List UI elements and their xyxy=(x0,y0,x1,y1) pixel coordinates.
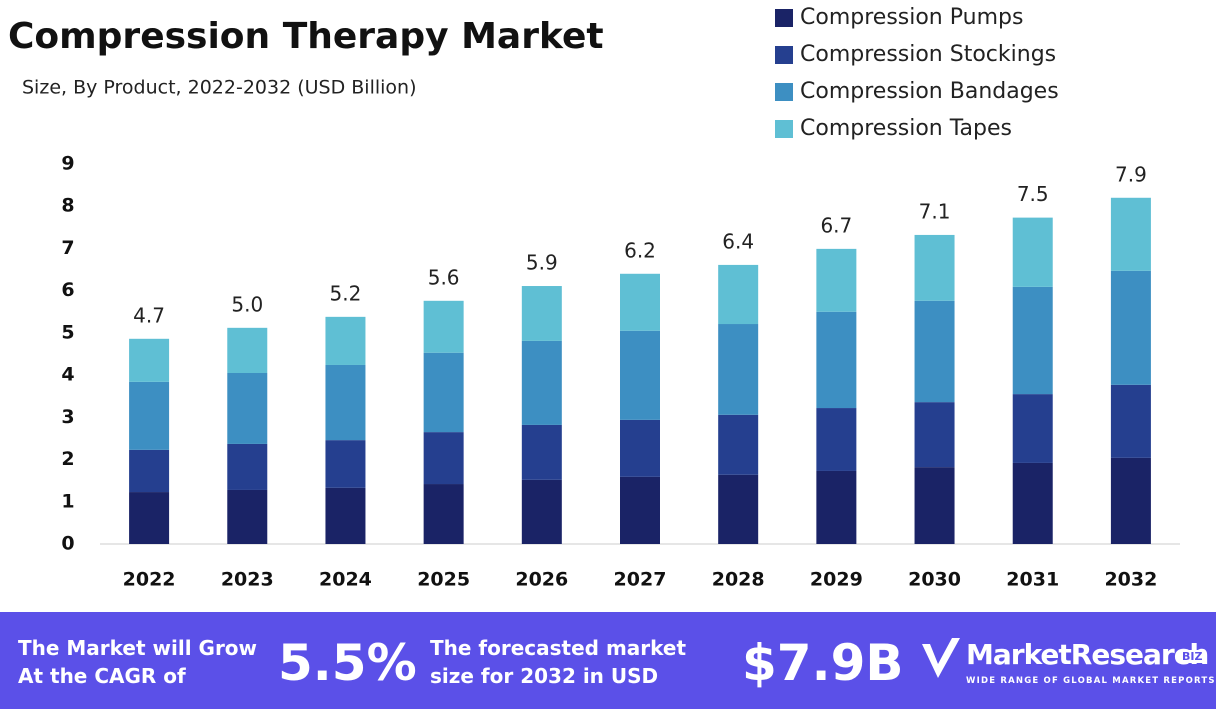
y-tick-label: 0 xyxy=(61,533,74,555)
forecast-text: size for 2032 in USD xyxy=(430,664,659,688)
forecast-text: The forecasted market xyxy=(430,636,687,660)
y-tick-label: 9 xyxy=(61,153,74,175)
bar-segment xyxy=(129,449,170,493)
chart: Compression Therapy Market Size, By Prod… xyxy=(8,5,1180,591)
bar-segment xyxy=(914,467,955,544)
x-tick-label: 2025 xyxy=(417,569,470,591)
cagr-text: The Market will Grow xyxy=(18,636,258,660)
bar-segment xyxy=(129,381,170,450)
bar-segment xyxy=(1110,270,1151,385)
total-label: 7.1 xyxy=(919,199,951,223)
bar-segment xyxy=(816,248,857,312)
y-tick-label: 6 xyxy=(61,279,74,301)
bar-segment xyxy=(620,419,660,477)
bar-segment xyxy=(1012,286,1053,395)
bar-segment xyxy=(521,286,562,341)
total-label: 5.6 xyxy=(428,265,460,289)
bar-segment xyxy=(227,489,268,544)
total-label: 7.9 xyxy=(1115,162,1147,186)
legend-label: Compression Bandages xyxy=(800,79,1059,104)
y-tick-label: 1 xyxy=(61,490,74,512)
bar-segment xyxy=(227,327,268,373)
bar-segment xyxy=(129,492,170,544)
legend-label: Compression Pumps xyxy=(800,5,1023,30)
bar-segment xyxy=(816,470,857,544)
cagr-text: At the CAGR of xyxy=(18,664,186,688)
bar-segment xyxy=(620,330,660,420)
legend-swatch xyxy=(775,83,793,101)
bar-segment xyxy=(1110,457,1151,544)
bar-segment xyxy=(914,402,955,468)
y-tick-label: 8 xyxy=(61,195,74,217)
legend-label: Compression Tapes xyxy=(800,116,1012,141)
bar-segment xyxy=(1012,394,1053,463)
logo-badge: BIZ xyxy=(1180,650,1205,663)
bar-segment xyxy=(816,408,857,471)
bar-segment xyxy=(423,484,464,544)
bar-segment xyxy=(1110,384,1151,458)
bar-segment xyxy=(718,324,759,415)
bar-segment xyxy=(521,424,562,480)
bar-segment xyxy=(1012,217,1053,287)
legend-label: Compression Stockings xyxy=(800,42,1056,67)
legend-swatch xyxy=(775,120,793,138)
chart-subtitle: Size, By Product, 2022-2032 (USD Billion… xyxy=(22,77,417,99)
cagr-value: 5.5% xyxy=(278,634,417,692)
bar-segment xyxy=(423,432,464,485)
y-tick-label: 3 xyxy=(61,406,74,428)
bar-segment xyxy=(325,316,366,365)
bar-segment xyxy=(325,364,366,441)
bar-segment xyxy=(914,300,955,403)
total-label: 6.4 xyxy=(722,229,754,253)
chart-title: Compression Therapy Market xyxy=(8,16,604,57)
bar-segment xyxy=(914,234,955,301)
bar-segment xyxy=(718,474,759,544)
bar-segment xyxy=(718,414,759,475)
total-label: 4.7 xyxy=(133,303,165,327)
y-tick-label: 4 xyxy=(61,364,74,386)
total-label: 5.9 xyxy=(526,251,558,275)
x-tick-label: 2022 xyxy=(123,569,176,591)
logo-tagline: WIDE RANGE OF GLOBAL MARKET REPORTS xyxy=(966,676,1216,686)
logo-icon xyxy=(922,638,960,678)
legend-swatch xyxy=(775,9,793,27)
total-label: 5.2 xyxy=(330,281,362,305)
total-label: 7.5 xyxy=(1017,182,1049,206)
bar-segment xyxy=(1012,462,1053,544)
x-tick-label: 2026 xyxy=(515,569,568,591)
bar-segment xyxy=(718,264,759,325)
bar-segment xyxy=(521,479,562,544)
x-tick-label: 2027 xyxy=(614,569,667,591)
bar-segment xyxy=(423,352,464,433)
bar-segment xyxy=(816,311,857,409)
x-tick-label: 2030 xyxy=(908,569,961,591)
y-tick-label: 7 xyxy=(61,237,74,259)
bar-segment xyxy=(227,443,268,490)
bar-segment xyxy=(325,487,366,544)
x-tick-label: 2031 xyxy=(1006,569,1059,591)
bar-segment xyxy=(620,476,660,544)
x-tick-label: 2029 xyxy=(810,569,863,591)
total-label: 6.7 xyxy=(820,213,852,237)
x-tick-label: 2032 xyxy=(1104,569,1157,591)
x-tick-label: 2024 xyxy=(319,569,372,591)
forecast-value: $7.9B xyxy=(742,634,904,692)
bar-segment xyxy=(521,340,562,425)
x-tick-label: 2028 xyxy=(712,569,765,591)
bar-segment xyxy=(129,338,170,382)
bar-segment xyxy=(423,300,464,353)
total-label: 5.0 xyxy=(231,292,263,316)
bar-segment xyxy=(620,273,660,331)
legend-swatch xyxy=(775,46,793,64)
total-label: 6.2 xyxy=(624,238,656,262)
y-tick-label: 2 xyxy=(61,448,74,470)
bar-segment xyxy=(227,373,268,444)
bar-segment xyxy=(1110,197,1151,271)
bar-segment xyxy=(325,440,366,488)
logo-text: MarketResearch xyxy=(966,638,1209,671)
banner: The Market will Grow At the CAGR of 5.5%… xyxy=(0,612,1216,709)
x-tick-label: 2023 xyxy=(221,569,274,591)
y-tick-label: 5 xyxy=(61,321,74,343)
